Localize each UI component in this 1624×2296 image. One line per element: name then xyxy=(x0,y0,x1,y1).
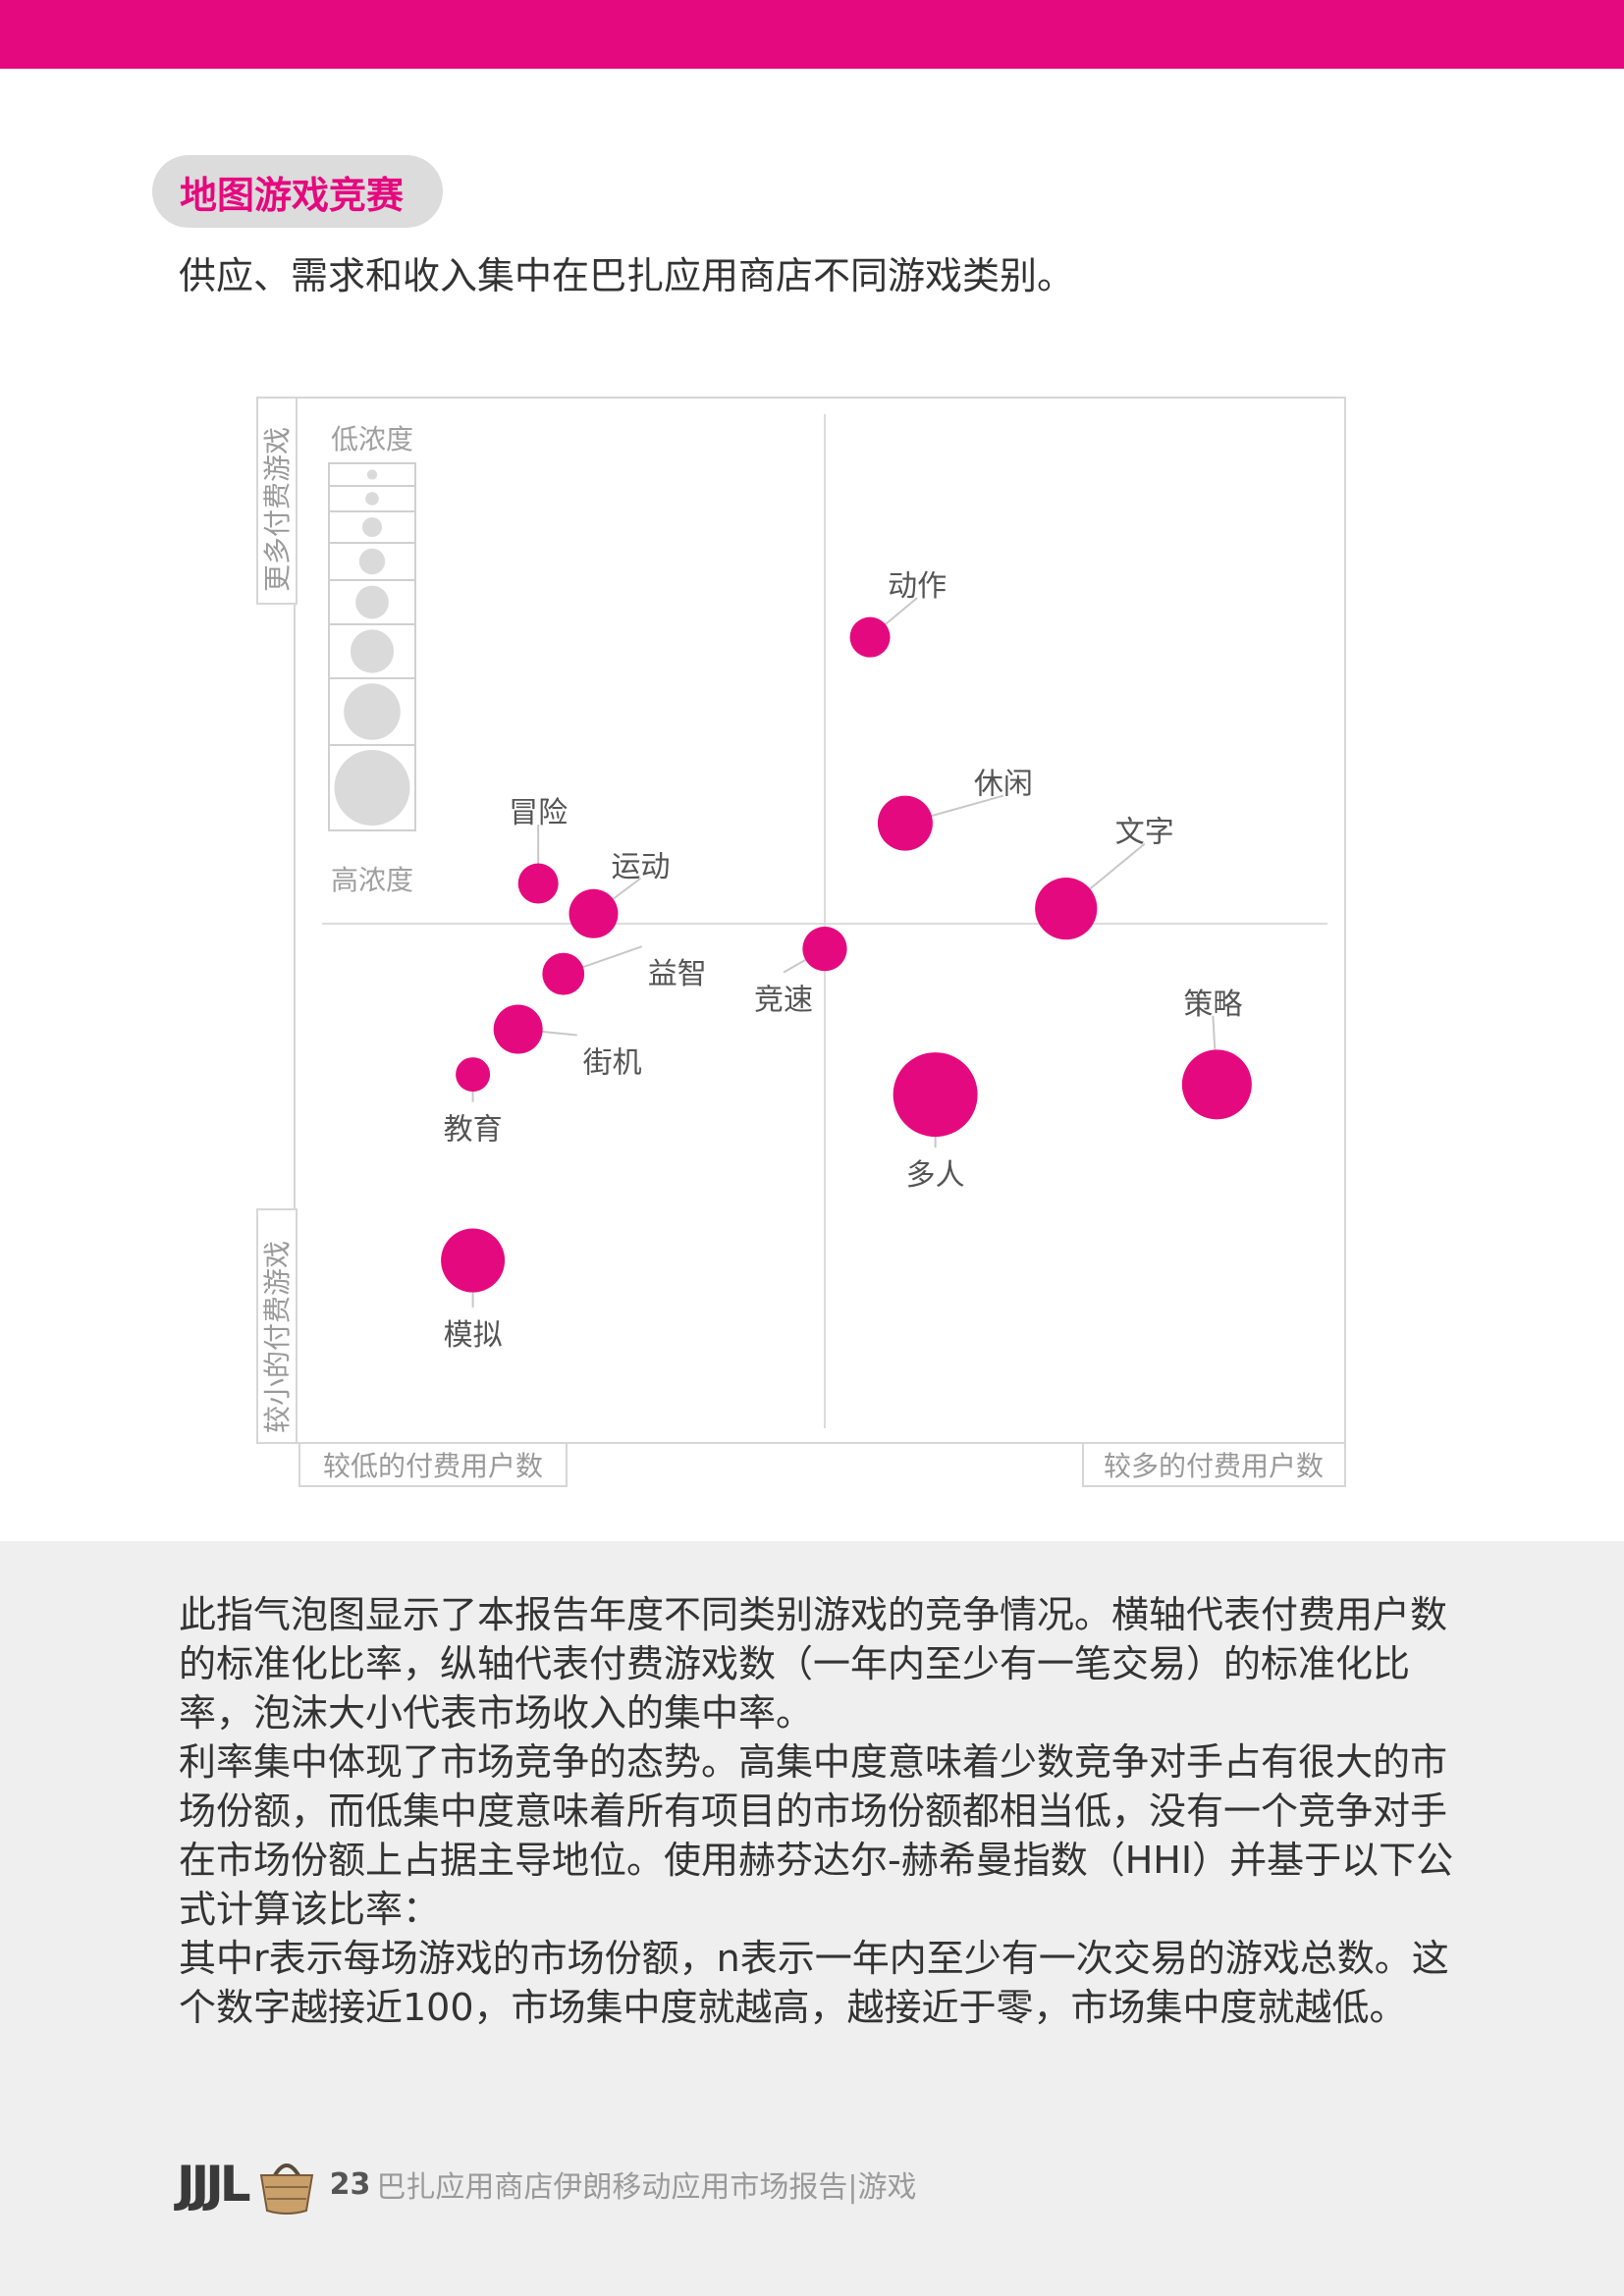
size-legend-circle xyxy=(355,585,389,619)
bubble-教育 xyxy=(456,1057,491,1093)
bubble-label: 教育 xyxy=(444,1113,503,1148)
y-axis-bottom-label: 较小的付费游戏 xyxy=(261,1241,294,1433)
bubble-label: 动作 xyxy=(888,569,947,604)
bubble-冒险 xyxy=(517,863,559,904)
paragraph: 其中r表示每场游戏的市场份额，n表示一年内至少有一次交易的游戏总数。这个数字越接… xyxy=(179,1937,1449,2029)
bubble-休闲 xyxy=(877,795,933,851)
page-footer: JJJL 23 巴扎应用商店伊朗移动应用市场报告 |游戏 xyxy=(177,2150,917,2218)
page-number: 23 xyxy=(329,2166,371,2202)
section-name: |游戏 xyxy=(847,2170,917,2205)
bubble-策略 xyxy=(1181,1049,1252,1120)
bubble-街机 xyxy=(493,1004,543,1054)
explanation-panel xyxy=(0,1541,1624,2296)
bubble-模拟 xyxy=(441,1228,506,1293)
y-axis-bottom-box xyxy=(256,1208,298,1444)
bubble-label: 运动 xyxy=(611,850,670,884)
bubble-竞速 xyxy=(802,927,847,972)
y-axis-top-box xyxy=(256,397,298,605)
bubble-label: 文字 xyxy=(1115,816,1174,850)
size-legend-circle xyxy=(334,750,410,826)
bubble-label: 多人 xyxy=(906,1158,965,1193)
report-title: 巴扎应用商店伊朗移动应用市场报告 xyxy=(376,2170,848,2205)
x-axis-right-label: 较多的付费用户数 xyxy=(1104,1450,1324,1482)
x-axis-right-box xyxy=(1082,1442,1346,1487)
bubble-label: 策略 xyxy=(1183,988,1242,1022)
paragraph: 利率集中体现了市场竞争的态势。高集中度意味着少数竞争对手占有很大的市场份额，而低… xyxy=(179,1740,1454,1931)
bubble-label: 模拟 xyxy=(444,1318,503,1353)
size-legend-circle xyxy=(366,469,378,480)
size-legend-top-label: 低浓度 xyxy=(331,423,413,455)
bubble-label: 竞速 xyxy=(754,984,813,1018)
bubble-chart: 更多付费游戏 较小的付费游戏 较低的付费用户数 较多的付费用户数 低浓度 高浓度… xyxy=(256,397,1346,1487)
size-legend-bottom-label: 高浓度 xyxy=(331,864,413,896)
size-legend-circle xyxy=(365,492,379,506)
bubble-多人 xyxy=(893,1052,978,1138)
size-legend-circle xyxy=(358,548,386,575)
bubble-label: 冒险 xyxy=(509,796,568,830)
x-axis-left-label: 较低的付费用户数 xyxy=(323,1450,543,1482)
bubble-label: 街机 xyxy=(583,1046,642,1081)
brand-logo: JJJL xyxy=(177,2156,251,2213)
paragraph: 此指气泡图显示了本报告年度不同类别游戏的竞争情况。横轴代表付费用户数的标准化比率… xyxy=(179,1593,1448,1735)
size-legend-circle xyxy=(350,629,395,673)
bubble-运动 xyxy=(568,888,619,938)
bubble-label: 益智 xyxy=(648,957,707,991)
bubble-动作 xyxy=(849,616,891,658)
y-axis-top-label: 更多付费游戏 xyxy=(261,427,294,592)
explanation-text: 此指气泡图显示了本报告年度不同类别游戏的竞争情况。横轴代表付费用户数的标准化比率… xyxy=(179,1590,1455,2032)
section-tag-label: 地图游戏竞赛 xyxy=(180,173,405,217)
section-tag: 地图游戏竞赛 xyxy=(152,155,444,228)
size-legend-circle xyxy=(344,683,401,740)
size-legend-circle xyxy=(362,517,382,537)
chart-frame xyxy=(294,397,1346,1444)
bubble-label: 休闲 xyxy=(974,768,1033,802)
bubble-文字 xyxy=(1035,878,1098,940)
basket-icon xyxy=(259,2163,313,2215)
size-legend: 低浓度 高浓度 xyxy=(328,423,416,896)
top-accent-bar xyxy=(0,0,1624,69)
bubble-益智 xyxy=(542,952,585,995)
x-axis-left-box xyxy=(298,1442,568,1487)
chart-subtitle: 供应、需求和收入集中在巴扎应用商店不同游戏类别。 xyxy=(179,254,1075,297)
